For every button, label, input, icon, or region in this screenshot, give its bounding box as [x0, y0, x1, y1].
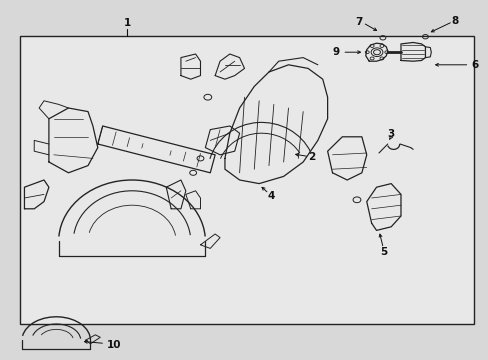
Text: 6: 6 [470, 60, 477, 70]
Bar [20, 36, 473, 324]
Text: 9: 9 [332, 47, 339, 57]
Text: 2: 2 [308, 152, 315, 162]
Text: 10: 10 [106, 340, 121, 350]
Text: 7: 7 [355, 17, 363, 27]
Text: 8: 8 [450, 15, 457, 26]
Text: 5: 5 [380, 247, 386, 257]
Text: 1: 1 [123, 18, 130, 28]
Text: 4: 4 [267, 191, 275, 201]
Text: 3: 3 [387, 129, 394, 139]
